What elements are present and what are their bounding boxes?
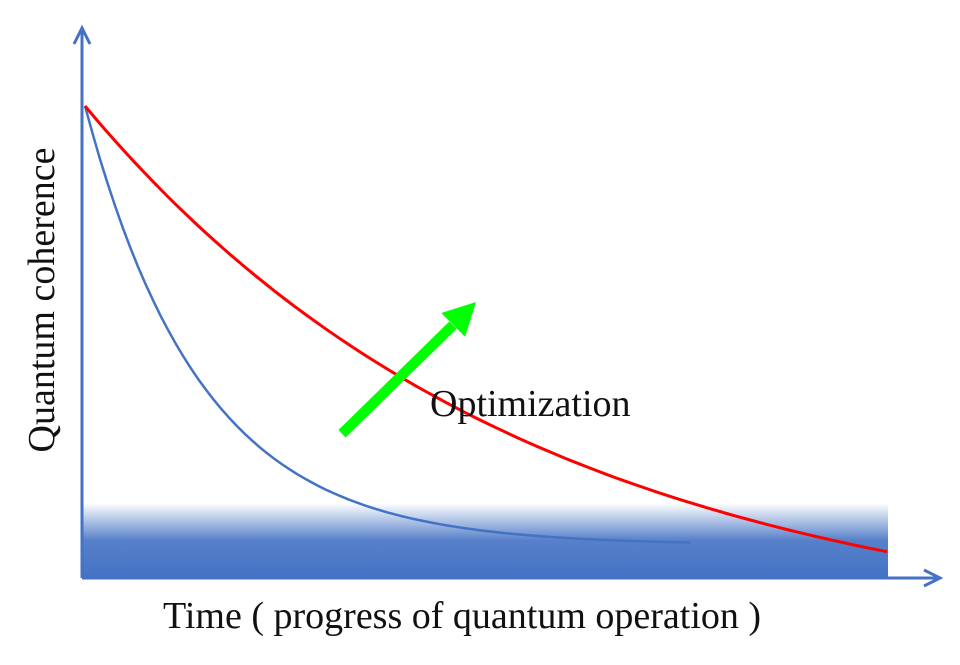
noise-floor-band (82, 503, 888, 578)
x-axis (82, 568, 944, 588)
optimization-arrow (338, 302, 476, 438)
optimized-decay-curve (83, 105, 888, 554)
y-axis-label: Quantum coherence (21, 147, 63, 453)
y-axis (72, 24, 92, 578)
x-axis-arrowhead (923, 568, 944, 588)
unoptimized-decay-curve (83, 105, 691, 544)
optimization-label: Optimization (430, 383, 631, 425)
x-axis-label: Time ( progress of quantum operation ) (163, 595, 762, 637)
y-axis-arrowhead (72, 24, 92, 45)
